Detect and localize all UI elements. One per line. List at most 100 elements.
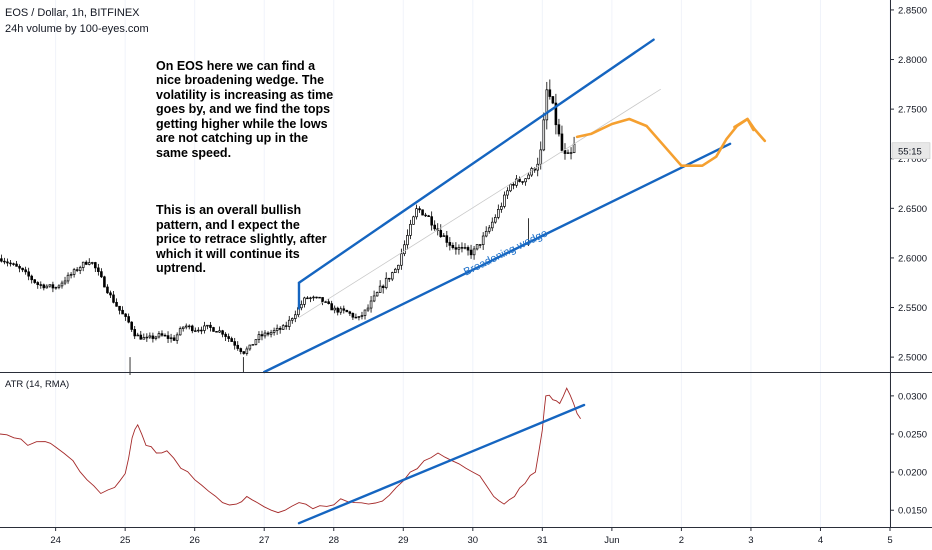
time-tick-label: 26 [189,535,200,546]
time-tick-label: 29 [398,535,409,546]
candle-body [151,335,155,339]
candle-body [194,330,197,332]
candle-body [197,329,200,332]
candle-body [472,248,476,256]
candle-body [415,208,418,218]
candle-body [169,337,173,339]
candle-body [139,334,143,340]
candle-body [51,284,55,289]
time-tick-label: 24 [50,535,61,546]
candle-body [100,271,103,278]
time-tick-label: 25 [120,535,131,546]
candle-body [430,216,433,226]
candle-body [272,330,276,333]
candle-body [294,314,297,319]
candle-body [9,262,12,265]
candle-body [412,216,415,225]
price-tick-label: 2.6000 [898,253,927,264]
candle-body [424,214,427,217]
candle-body [87,262,91,265]
candle-body [506,190,509,196]
candle-body [42,284,46,289]
candle-body [433,224,436,230]
candle-body [166,335,170,339]
symbol-title: EOS / Dollar, 1h, BITFINEX [5,7,140,19]
candle-body [306,297,309,300]
candle-body [254,339,258,345]
atr-title: ATR (14, RMA) [5,379,69,390]
candle-body [303,297,306,305]
candle-body [78,267,82,271]
candle-body [163,334,167,337]
candle-body [81,261,85,268]
time-tick-label: 5 [887,535,892,546]
candle-body [215,331,218,333]
candle-body [557,124,561,135]
current-price-label: 55:15 [898,146,922,157]
candle-body [30,275,33,281]
candle-body [521,181,524,183]
candle-body [551,96,555,104]
candle-body [148,335,152,338]
candle-body [497,209,500,218]
atr-tick-label: 0.0200 [898,468,927,479]
candle-body [327,301,330,304]
candle-body [245,348,249,354]
candle-body [66,274,70,282]
price-tick-label: 2.5500 [898,303,927,314]
candle-body [218,330,221,333]
atr-tick-label: 0.0250 [898,429,927,440]
candle-body [15,263,18,267]
candle-body [475,244,479,250]
price-tick-label: 2.7000 [898,154,927,165]
volume-indicator-label: 24h volume by 100-eyes.com [5,23,149,35]
candle-body [372,295,376,302]
candle-body [503,194,506,207]
candle-body [6,261,9,264]
candle-body [175,334,179,341]
candle-body [39,284,43,286]
candle-body [363,309,367,316]
candle-body [287,319,291,327]
candle-body [109,292,112,296]
candle-body [112,294,115,303]
candle-body [545,89,549,121]
candle-body [21,267,24,271]
candle-body [324,301,327,303]
candle-body [336,307,340,313]
candle-body [200,329,203,332]
atr-tick-label: 0.0150 [898,506,927,517]
candle-body [560,133,564,151]
candle-body [24,269,27,273]
price-tick-label: 2.7500 [898,105,927,116]
candle-body [354,316,358,319]
candle-body [563,150,567,154]
candle-body [384,277,388,289]
candle-body [366,307,370,311]
candle-body [121,309,124,315]
candle-body [481,235,485,245]
candle-body [209,324,212,328]
candle-body [57,285,61,288]
candle-body [160,333,164,336]
candle-body [439,230,443,237]
candle-body [321,297,324,303]
candle-body [36,282,40,285]
atr-tick-label: 0.0300 [898,391,927,402]
candle-body [133,329,137,337]
candle-body [248,344,252,350]
candle-body [445,235,449,243]
candle-body [284,325,288,327]
candle-body [269,332,273,335]
candle-body [63,280,67,284]
time-tick-label: 28 [328,535,339,546]
candle-body [130,321,133,330]
candle-body [330,303,333,311]
candle-body [84,261,88,265]
candle-body [224,333,227,337]
candle-body [357,316,361,318]
candle-body [27,271,30,277]
time-tick-label: Jun [604,535,619,546]
candle-body [242,351,246,354]
candle-body [18,265,21,269]
